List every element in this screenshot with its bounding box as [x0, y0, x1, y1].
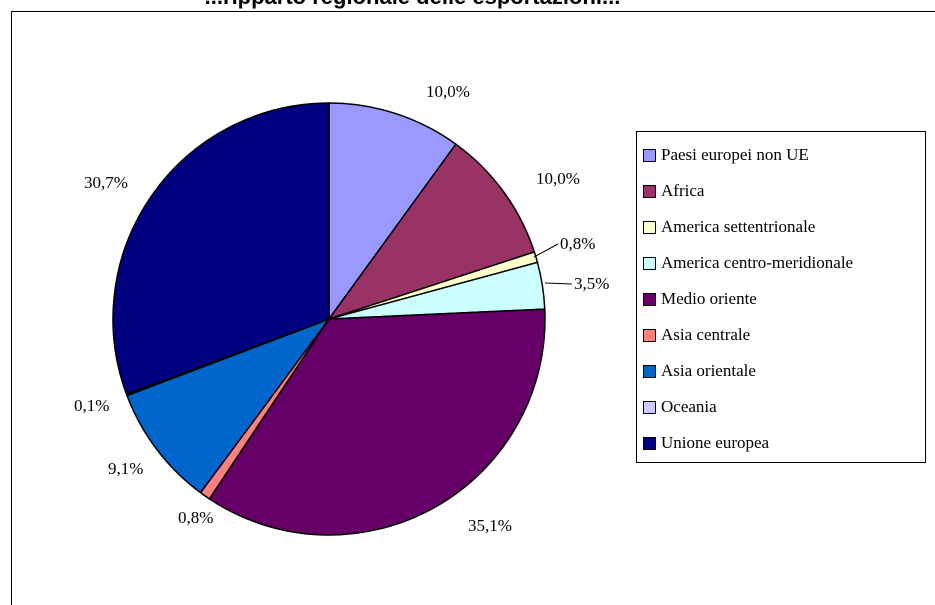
chart-title: ...ripparto regionale delle esportazioni… — [0, 0, 935, 10]
legend-label: Paesi europei non UE — [661, 145, 809, 164]
pie-slice-medio-oriente — [208, 308, 546, 536]
legend-label: Unione europea — [661, 433, 770, 452]
legend-item-america-centro-meridionale: America centro-meridionale — [643, 250, 853, 276]
slice-label-unione-europea: 30,7% — [84, 173, 128, 192]
leader-lines — [533, 243, 573, 285]
legend-item-paesi-europei-non-ue: Paesi europei non UE — [643, 142, 809, 168]
legend-label: America settentrionale — [661, 217, 816, 236]
legend-label: Asia orientale — [661, 361, 756, 380]
legend-item-medio-oriente: Medio oriente — [643, 286, 757, 312]
legend-swatch — [643, 436, 656, 450]
slice-labels: 10,0% 10,0% 0,8% 3,5% 35,1% 0,8% 9,1% 0,1% 30,7% — [74, 82, 609, 535]
leader-line-america-centro-meridionale — [544, 282, 573, 285]
slice-label-asia-centrale: 0,8% — [178, 508, 213, 527]
legend-item-oceania: Oceania — [643, 394, 717, 420]
legend-item-africa: Africa — [643, 178, 704, 204]
slice-label-africa: 10,0% — [536, 169, 580, 188]
legend-swatch — [643, 184, 656, 198]
slice-label-america-settentrionale: 0,8% — [560, 234, 595, 253]
legend-swatch — [643, 328, 656, 342]
slice-label-medio-oriente: 35,1% — [468, 516, 512, 535]
legend-swatch — [643, 256, 656, 270]
pie-slice-africa — [327, 143, 536, 321]
legend-label: Medio oriente — [661, 289, 757, 308]
slice-label-oceania: 0,1% — [74, 396, 109, 415]
legend-item-america-settentrionale: America settentrionale — [643, 214, 815, 240]
legend-item-asia-orientale: Asia orientale — [643, 358, 756, 384]
legend-label: America centro-meridionale — [661, 253, 854, 272]
legend-item-asia-centrale: Asia centrale — [643, 322, 750, 348]
pie-slice-unione-europea — [112, 102, 330, 396]
legend: Paesi europei non UE Africa America setten… — [636, 131, 926, 463]
legend-swatch — [643, 364, 656, 378]
chart-frame — [11, 11, 935, 605]
legend-swatch — [643, 400, 656, 414]
pie-slices — [112, 102, 546, 536]
pie-slice-asia-orientale — [126, 317, 332, 494]
legend-label: Africa — [661, 181, 705, 200]
legend-item-unione-europea: Unione europea — [643, 430, 769, 456]
leader-line-america-settentrionale — [533, 243, 559, 258]
slice-label-asia-orientale: 9,1% — [108, 459, 143, 478]
slice-label-paesi-europei-non-ue: 10,0% — [426, 82, 470, 101]
legend-label: Oceania — [661, 397, 717, 416]
legend-label: Asia centrale — [661, 325, 751, 344]
pie-slice-paesi-europei-non-ue — [328, 102, 457, 322]
legend-swatch — [643, 292, 656, 306]
slice-label-america-centro-meridionale: 3,5% — [574, 274, 609, 293]
legend-swatch — [643, 220, 656, 234]
legend-swatch — [643, 148, 656, 162]
